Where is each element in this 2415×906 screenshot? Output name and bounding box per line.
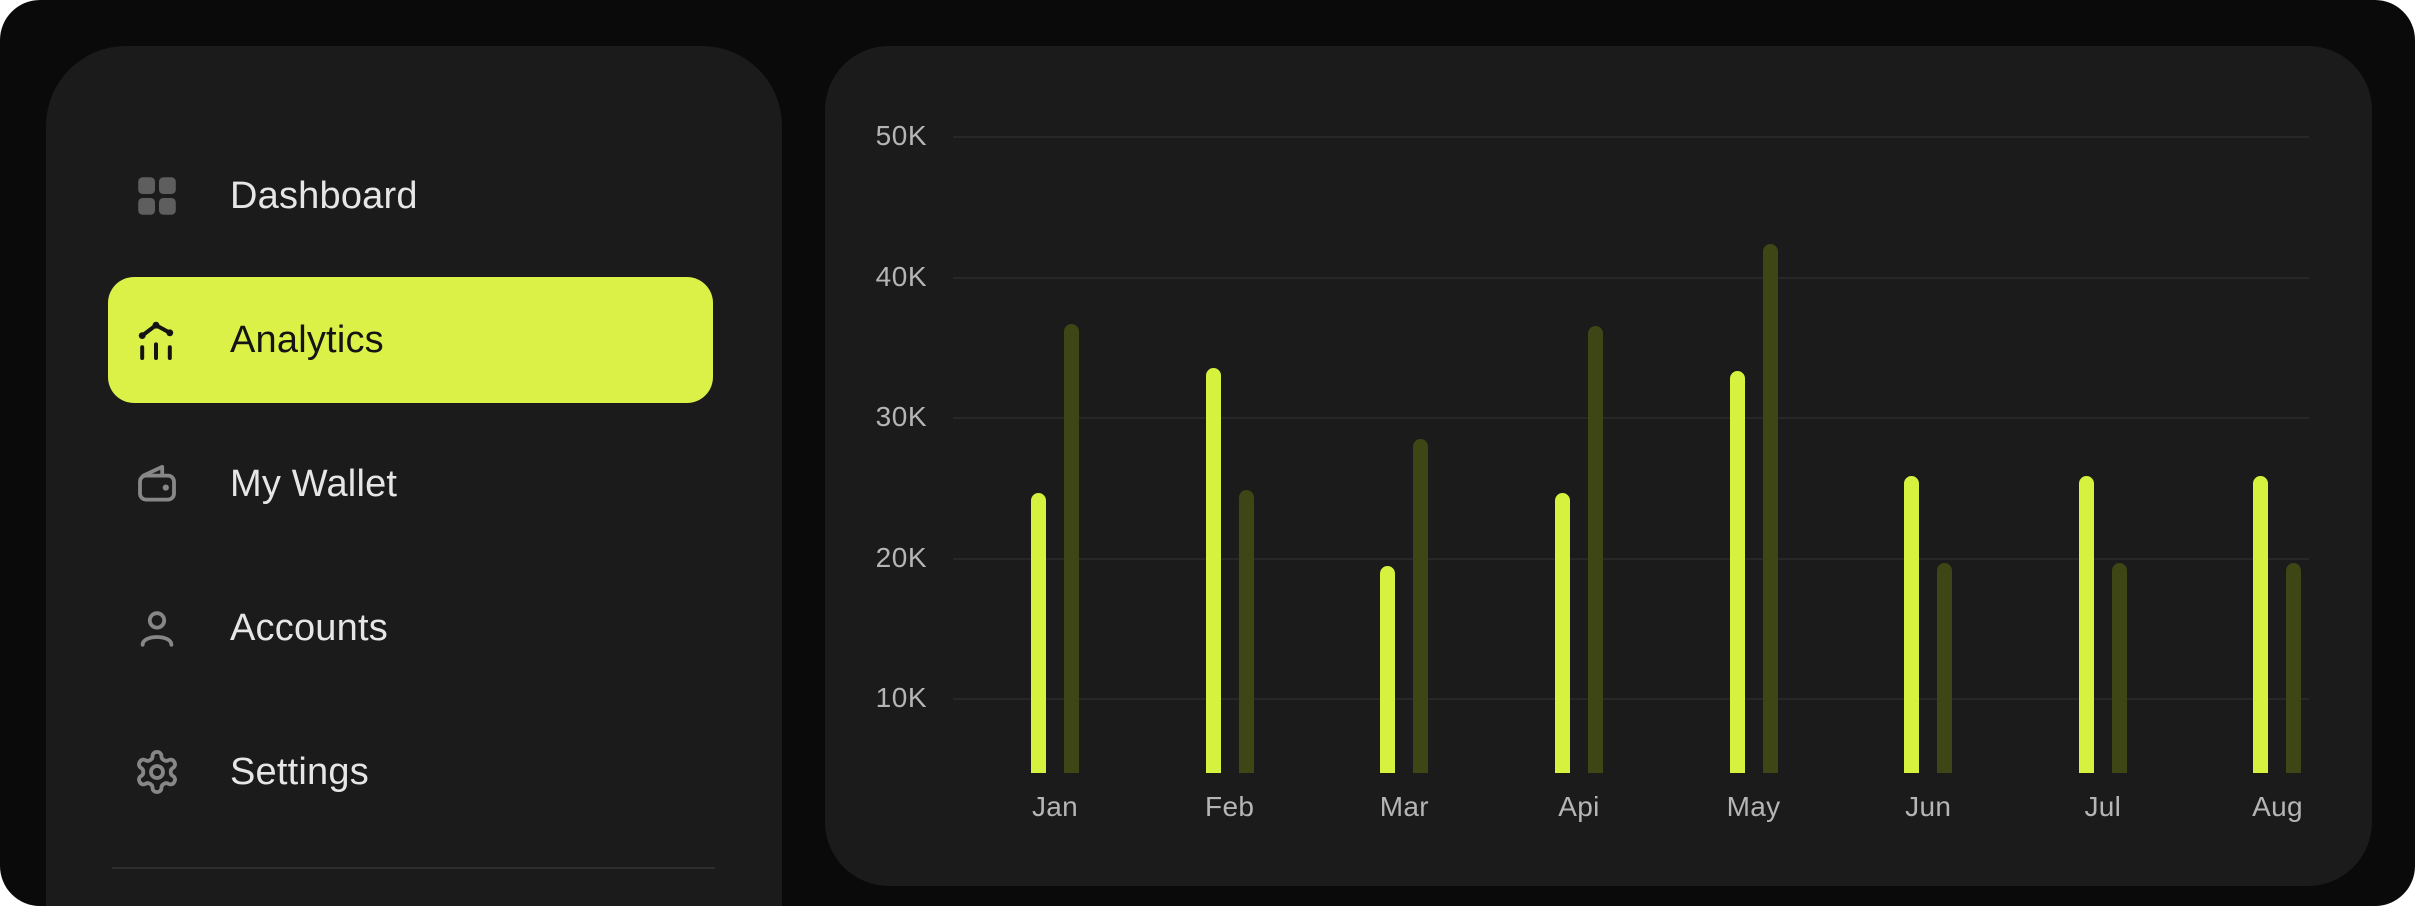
sidebar-item-label: Analytics [230,318,384,361]
sidebar: Dashboard Analytics [46,46,782,906]
gridline-30k [953,417,2309,419]
y-tick-label: 50K [875,120,927,151]
chart-bar-feb-primary[interactable] [1205,367,1221,773]
chart-bar-jan-secondary[interactable] [1064,324,1079,773]
y-axis-labels: 50K 40K 30K 20K 10K [825,46,927,886]
chart-bar-mar-secondary[interactable] [1413,439,1429,773]
grid-icon [131,170,183,222]
gridline-50k [953,136,2309,138]
y-tick-label: 30K [875,401,927,432]
gridline-40k [953,276,2309,279]
sidebar-menu: Dashboard Analytics [108,46,713,835]
bar-chart-plot [953,136,2309,773]
chart-bar-jan-primary[interactable] [1031,492,1046,773]
sidebar-item-label: Dashboard [230,174,418,217]
sidebar-divider [112,867,715,869]
analytics-chart-card: 50K 40K 30K 20K 10K Jan Feb Mar Api May Jun Jul Aug [825,46,2372,886]
wallet-icon [131,458,183,510]
sidebar-item-dashboard[interactable]: Dashboard [108,133,713,259]
x-axis-labels: Jan Feb Mar Api May Jun Jul Aug [953,791,2309,831]
x-tick-label-mar: Mar [1379,791,1429,822]
x-tick-label-feb: Feb [1205,791,1255,822]
chart-bar-may-secondary[interactable] [1762,244,1778,773]
sidebar-item-my-wallet[interactable]: My Wallet [108,421,713,547]
sidebar-item-label: My Wallet [230,462,398,505]
x-tick-label-jun: Jun [1905,791,1952,822]
sidebar-item-analytics[interactable]: Analytics [108,277,713,403]
sidebar-item-label: Accounts [230,606,388,649]
gear-icon [131,746,183,798]
chart-bar-api-secondary[interactable] [1587,325,1603,773]
chart-bar-jun-primary[interactable] [1904,475,1920,773]
gridline-10k [953,698,2309,700]
y-tick-label: 40K [875,260,927,292]
gridline-20k [953,557,2309,560]
chart-bar-jul-secondary[interactable] [2111,563,2127,773]
x-tick-label-jan: Jan [1031,791,1079,822]
x-tick-label-api: Api [1558,791,1600,822]
x-tick-label-jul: Jul [2084,791,2122,822]
chart-bar-mar-primary[interactable] [1380,565,1396,773]
chart-bar-jun-secondary[interactable] [1937,563,1953,773]
chart-bar-api-primary[interactable] [1554,492,1570,773]
analytics-chart-icon [131,314,183,366]
y-tick-label: 20K [875,541,927,573]
y-tick-label: 10K [875,682,927,713]
x-tick-label-aug: Aug [2252,791,2303,822]
chart-bar-feb-secondary[interactable] [1238,490,1254,773]
user-icon [131,602,183,654]
chart-bar-aug-secondary[interactable] [2286,563,2302,773]
chart-bar-may-primary[interactable] [1729,370,1745,773]
chart-bar-aug-primary[interactable] [2253,475,2269,773]
chart-bar-jul-primary[interactable] [2078,475,2094,773]
sidebar-item-settings[interactable]: Settings [108,709,713,835]
sidebar-item-accounts[interactable]: Accounts [108,565,713,691]
x-tick-label-may: May [1726,791,1781,822]
sidebar-item-label: Settings [230,750,369,793]
